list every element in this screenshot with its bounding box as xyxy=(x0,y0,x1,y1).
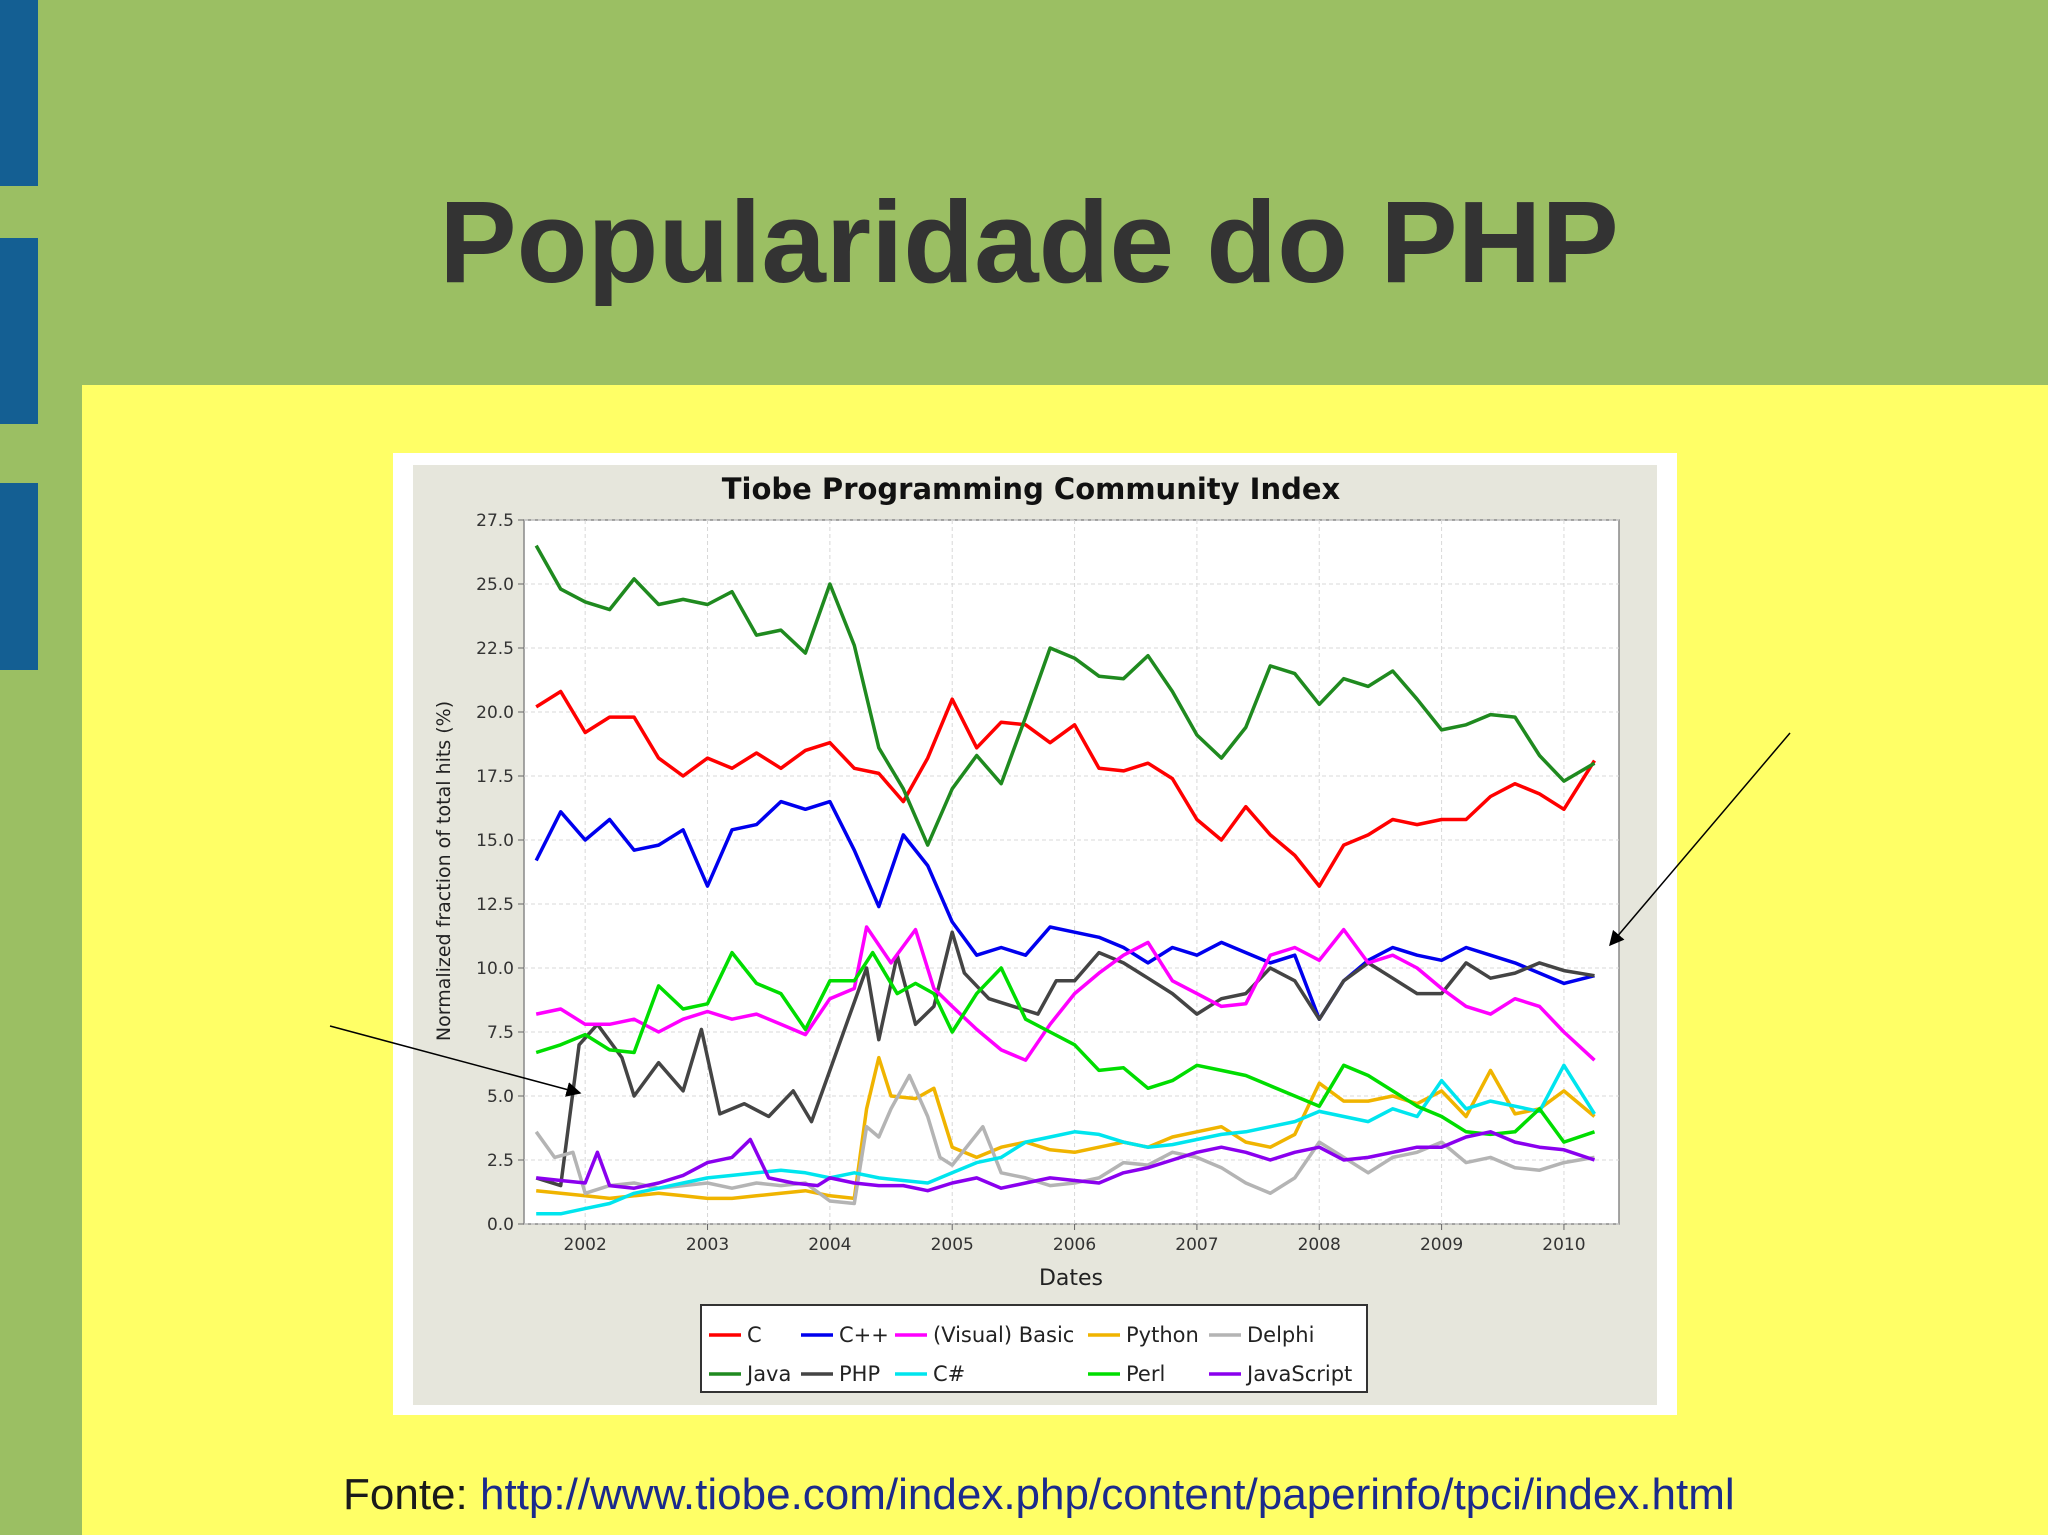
legend-label: (Visual) Basic xyxy=(933,1323,1074,1347)
y-tick-label: 2.5 xyxy=(487,1151,514,1171)
series-line-perl xyxy=(535,950,1596,1144)
x-tick-label: 2003 xyxy=(686,1235,729,1255)
legend-label: Python xyxy=(1126,1323,1199,1347)
legend: C C++ (Visual) Basic Python Delphi Java PHP C# P… xyxy=(709,1323,1352,1386)
plot-area xyxy=(523,519,1620,1225)
series-line-c xyxy=(535,689,1596,888)
legend-label: PHP xyxy=(839,1362,880,1386)
y-tick-label: 0.0 xyxy=(487,1215,514,1235)
series-line-c xyxy=(536,1063,1596,1216)
grid-lines xyxy=(524,519,1619,1225)
y-tick-label: 7.5 xyxy=(487,1023,514,1043)
source-citation: Fonte: http://www.tiobe.com/index.php/co… xyxy=(343,1470,1735,1520)
tiobe-chart: Tiobe Programming Community Index 0.0 2.5… xyxy=(413,465,1657,1405)
x-axis-label: Dates xyxy=(1039,1266,1103,1291)
y-tick-label: 17.5 xyxy=(476,767,514,787)
y-tick-label: 20.0 xyxy=(476,703,514,723)
y-tick-label: 12.5 xyxy=(476,895,514,915)
x-tick-label: 2009 xyxy=(1420,1235,1463,1255)
x-tick-label: 2007 xyxy=(1175,1235,1218,1255)
slide-title: Popularidade do PHP xyxy=(439,177,1619,307)
legend-label: Java xyxy=(745,1362,791,1386)
x-tick-label: 2010 xyxy=(1542,1235,1585,1255)
legend-label: Perl xyxy=(1126,1362,1165,1386)
series-line-javascript xyxy=(536,1130,1596,1193)
series-line-visual-basic xyxy=(535,925,1596,1062)
y-tick-label: 25.0 xyxy=(476,575,514,595)
left-accent-strip xyxy=(0,0,38,1535)
y-tick-label: 22.5 xyxy=(476,639,514,659)
x-tick-label: 2004 xyxy=(808,1235,851,1255)
y-tick-label: 15.0 xyxy=(476,831,514,851)
y-tick-label: 10.0 xyxy=(476,959,514,979)
x-tick-label: 2005 xyxy=(931,1235,974,1255)
y-tick-label: 27.5 xyxy=(476,511,514,531)
legend-label: C xyxy=(747,1323,762,1347)
series-line-c xyxy=(534,799,1595,1021)
source-link[interactable]: http://www.tiobe.com/index.php/content/p… xyxy=(479,1470,1735,1519)
y-axis-label: Normalized fraction of total hits (%) xyxy=(433,701,455,1041)
accent-block-bottom xyxy=(0,483,38,670)
legend-box xyxy=(700,1304,1368,1393)
x-axis-ticks: 2002 2003 2004 2005 2006 2007 2008 2009 2010 xyxy=(564,1224,1586,1255)
x-tick-label: 2002 xyxy=(564,1235,607,1255)
legend-label: C++ xyxy=(839,1323,889,1347)
chart-title: Tiobe Programming Community Index xyxy=(722,472,1341,506)
x-tick-label: 2008 xyxy=(1298,1235,1341,1255)
legend-label: C# xyxy=(933,1362,965,1386)
series-lines xyxy=(534,544,1596,1216)
series-line-delphi xyxy=(534,1073,1595,1206)
legend-label: Delphi xyxy=(1247,1323,1314,1347)
accent-block-top xyxy=(0,0,38,186)
y-axis-ticks: 0.0 2.5 5.0 7.5 10.0 12.5 15.0 17.5 20.0 22.5 25.0… xyxy=(476,511,524,1235)
y-tick-label: 5.0 xyxy=(487,1087,514,1107)
x-tick-label: 2006 xyxy=(1053,1235,1096,1255)
chart-frame: Tiobe Programming Community Index 0.0 2.5… xyxy=(393,453,1677,1415)
series-line-php xyxy=(535,930,1595,1188)
accent-block-middle xyxy=(0,238,38,424)
legend-label: JavaScript xyxy=(1245,1362,1352,1386)
series-line-java xyxy=(534,544,1596,847)
source-label: Fonte: xyxy=(343,1470,480,1519)
